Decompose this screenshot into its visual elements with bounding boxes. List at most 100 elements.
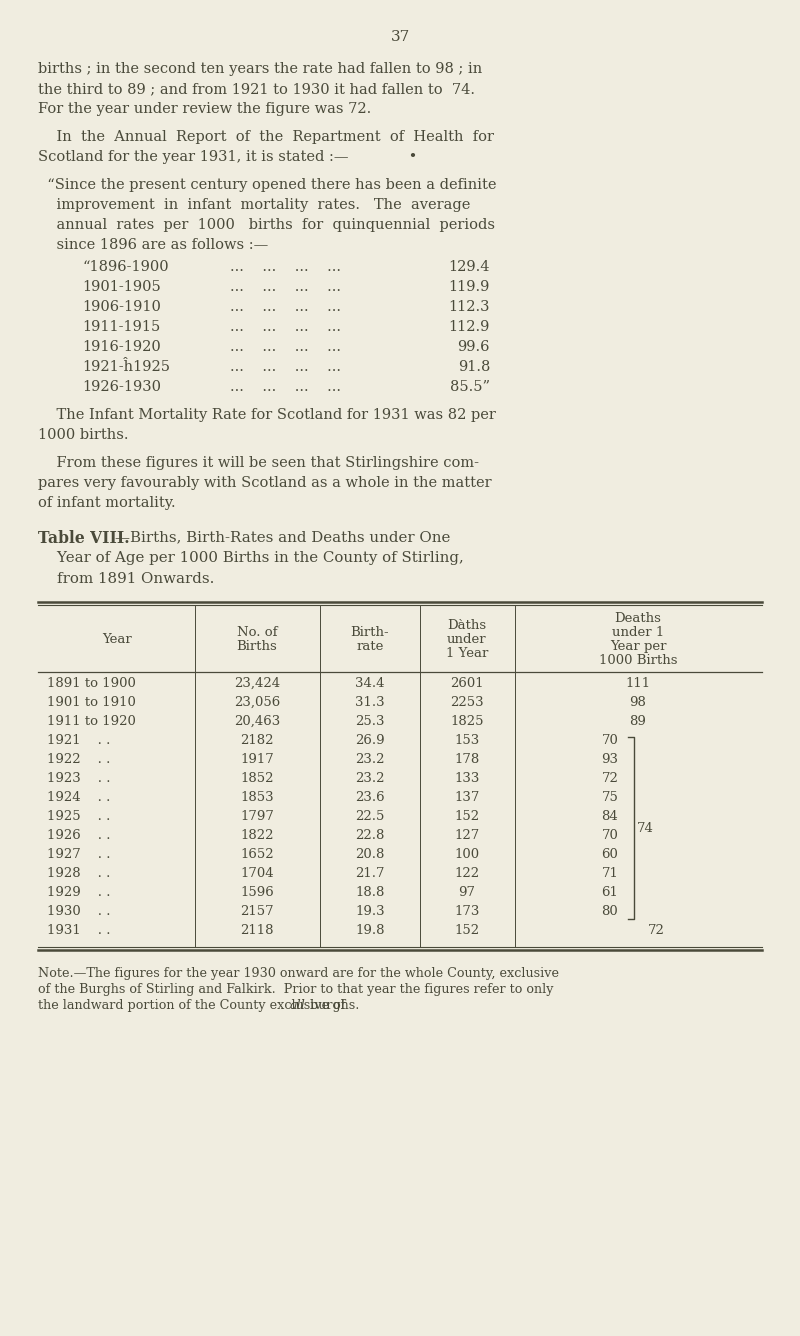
Text: 80: 80 xyxy=(602,904,618,918)
Text: 178: 178 xyxy=(454,754,480,766)
Text: of infant mortality.: of infant mortality. xyxy=(38,496,176,510)
Text: 1928    . .: 1928 . . xyxy=(47,867,110,880)
Text: 127: 127 xyxy=(454,830,480,842)
Text: 23,056: 23,056 xyxy=(234,696,280,709)
Text: 1926    . .: 1926 . . xyxy=(47,830,110,842)
Text: Scotland for the year 1931, it is stated :—             •: Scotland for the year 1931, it is stated… xyxy=(38,150,418,164)
Text: 18.8: 18.8 xyxy=(355,886,385,899)
Text: 1852: 1852 xyxy=(240,772,274,786)
Text: 34.4: 34.4 xyxy=(355,677,385,689)
Text: 72: 72 xyxy=(602,772,618,786)
Text: improvement  in  infant  mortality  rates.   The  average: improvement in infant mortality rates. T… xyxy=(38,198,470,212)
Text: 1797: 1797 xyxy=(240,810,274,823)
Text: Table VIII.: Table VIII. xyxy=(38,530,130,546)
Text: 2253: 2253 xyxy=(450,696,484,709)
Text: 97: 97 xyxy=(458,886,475,899)
Text: Birth-: Birth- xyxy=(350,627,390,639)
Text: 119.9: 119.9 xyxy=(449,281,490,294)
Text: 31.3: 31.3 xyxy=(355,696,385,709)
Text: ...    ...    ...    ...: ... ... ... ... xyxy=(230,359,341,374)
Text: 1923    . .: 1923 . . xyxy=(47,772,110,786)
Text: Year per: Year per xyxy=(610,640,666,653)
Text: 1901 to 1910: 1901 to 1910 xyxy=(47,696,136,709)
Text: 23,424: 23,424 xyxy=(234,677,280,689)
Text: 23.6: 23.6 xyxy=(355,791,385,804)
Text: 21.7: 21.7 xyxy=(355,867,385,880)
Text: 1926-1930: 1926-1930 xyxy=(82,379,161,394)
Text: annual  rates  per  1000   births  for  quinquennial  periods: annual rates per 1000 births for quinque… xyxy=(38,218,495,232)
Text: 152: 152 xyxy=(454,925,479,937)
Text: 152: 152 xyxy=(454,810,479,823)
Text: No. of: No. of xyxy=(237,627,278,639)
Text: In  the  Annual  Report  of  the  Repartment  of  Health  for: In the Annual Report of the Repartment o… xyxy=(38,130,494,144)
Text: 2601: 2601 xyxy=(450,677,484,689)
Text: The Infant Mortality Rate for Scotland for 1931 was 82 per: The Infant Mortality Rate for Scotland f… xyxy=(38,407,496,422)
Text: 1652: 1652 xyxy=(240,848,274,860)
Text: 1891 to 1900: 1891 to 1900 xyxy=(47,677,136,689)
Text: 26.9: 26.9 xyxy=(355,733,385,747)
Text: 61: 61 xyxy=(602,886,618,899)
Text: 100: 100 xyxy=(454,848,479,860)
Text: 71: 71 xyxy=(602,867,618,880)
Text: of the Burghs of Stirling and Falkirk.  Prior to that year the figures refer to : of the Burghs of Stirling and Falkirk. P… xyxy=(38,983,554,997)
Text: all: all xyxy=(290,999,306,1011)
Text: Year of Age per 1000 Births in the County of Stirling,: Year of Age per 1000 Births in the Count… xyxy=(38,550,464,565)
Text: 20.8: 20.8 xyxy=(355,848,385,860)
Text: 1906-1910: 1906-1910 xyxy=(82,301,161,314)
Text: 74: 74 xyxy=(637,822,654,835)
Text: under: under xyxy=(447,633,487,647)
Text: 1911-1915: 1911-1915 xyxy=(82,321,160,334)
Text: 23.2: 23.2 xyxy=(355,754,385,766)
Text: 1921-ĥ1925: 1921-ĥ1925 xyxy=(82,359,170,374)
Text: 75: 75 xyxy=(602,791,618,804)
Text: 98: 98 xyxy=(630,696,646,709)
Text: 60: 60 xyxy=(602,848,618,860)
Text: 112.9: 112.9 xyxy=(449,321,490,334)
Text: 137: 137 xyxy=(454,791,480,804)
Text: 91.8: 91.8 xyxy=(458,359,490,374)
Text: 2157: 2157 xyxy=(240,904,274,918)
Text: the third to 89 ; and from 1921 to 1930 it had fallen to  74.: the third to 89 ; and from 1921 to 1930 … xyxy=(38,81,475,96)
Text: ...    ...    ...    ...: ... ... ... ... xyxy=(230,261,341,274)
Text: 1596: 1596 xyxy=(240,886,274,899)
Text: 23.2: 23.2 xyxy=(355,772,385,786)
Text: 2118: 2118 xyxy=(240,925,274,937)
Text: 1 Year: 1 Year xyxy=(446,647,488,660)
Text: 1704: 1704 xyxy=(240,867,274,880)
Text: 1925    . .: 1925 . . xyxy=(47,810,110,823)
Text: 85.5”: 85.5” xyxy=(450,379,490,394)
Text: 2182: 2182 xyxy=(240,733,274,747)
Text: the landward portion of the County exclusive of: the landward portion of the County exclu… xyxy=(38,999,350,1011)
Text: since 1896 are as follows :—: since 1896 are as follows :— xyxy=(38,238,268,253)
Text: ...    ...    ...    ...: ... ... ... ... xyxy=(230,301,341,314)
Text: 133: 133 xyxy=(454,772,480,786)
Text: From these figures it will be seen that Stirlingshire com-: From these figures it will be seen that … xyxy=(38,456,479,470)
Text: 1921    . .: 1921 . . xyxy=(47,733,110,747)
Text: births ; in the second ten years the rate had fallen to 98 ; in: births ; in the second ten years the rat… xyxy=(38,61,482,76)
Text: 129.4: 129.4 xyxy=(449,261,490,274)
Text: 1822: 1822 xyxy=(240,830,274,842)
Text: Note.—The figures for the year 1930 onward are for the whole County, exclusive: Note.—The figures for the year 1930 onwa… xyxy=(38,967,559,981)
Text: 99.6: 99.6 xyxy=(458,339,490,354)
Text: 1929    . .: 1929 . . xyxy=(47,886,110,899)
Text: 70: 70 xyxy=(602,733,618,747)
Text: Dàths: Dàths xyxy=(447,619,486,632)
Text: 1924    . .: 1924 . . xyxy=(47,791,110,804)
Text: 153: 153 xyxy=(454,733,480,747)
Text: 20,463: 20,463 xyxy=(234,715,280,728)
Text: 1922    . .: 1922 . . xyxy=(47,754,110,766)
Text: 72: 72 xyxy=(647,925,665,937)
Text: 1901-1905: 1901-1905 xyxy=(82,281,161,294)
Text: ...    ...    ...    ...: ... ... ... ... xyxy=(230,339,341,354)
Text: 1916-1920: 1916-1920 xyxy=(82,339,161,354)
Text: 37: 37 xyxy=(390,29,410,44)
Text: 122: 122 xyxy=(454,867,479,880)
Text: 93: 93 xyxy=(602,754,618,766)
Text: ...    ...    ...    ...: ... ... ... ... xyxy=(230,379,341,394)
Text: 70: 70 xyxy=(602,830,618,842)
Text: 89: 89 xyxy=(630,715,646,728)
Text: 1931    . .: 1931 . . xyxy=(47,925,110,937)
Text: pares very favourably with Scotland as a whole in the matter: pares very favourably with Scotland as a… xyxy=(38,476,492,490)
Text: 173: 173 xyxy=(454,904,480,918)
Text: 19.8: 19.8 xyxy=(355,925,385,937)
